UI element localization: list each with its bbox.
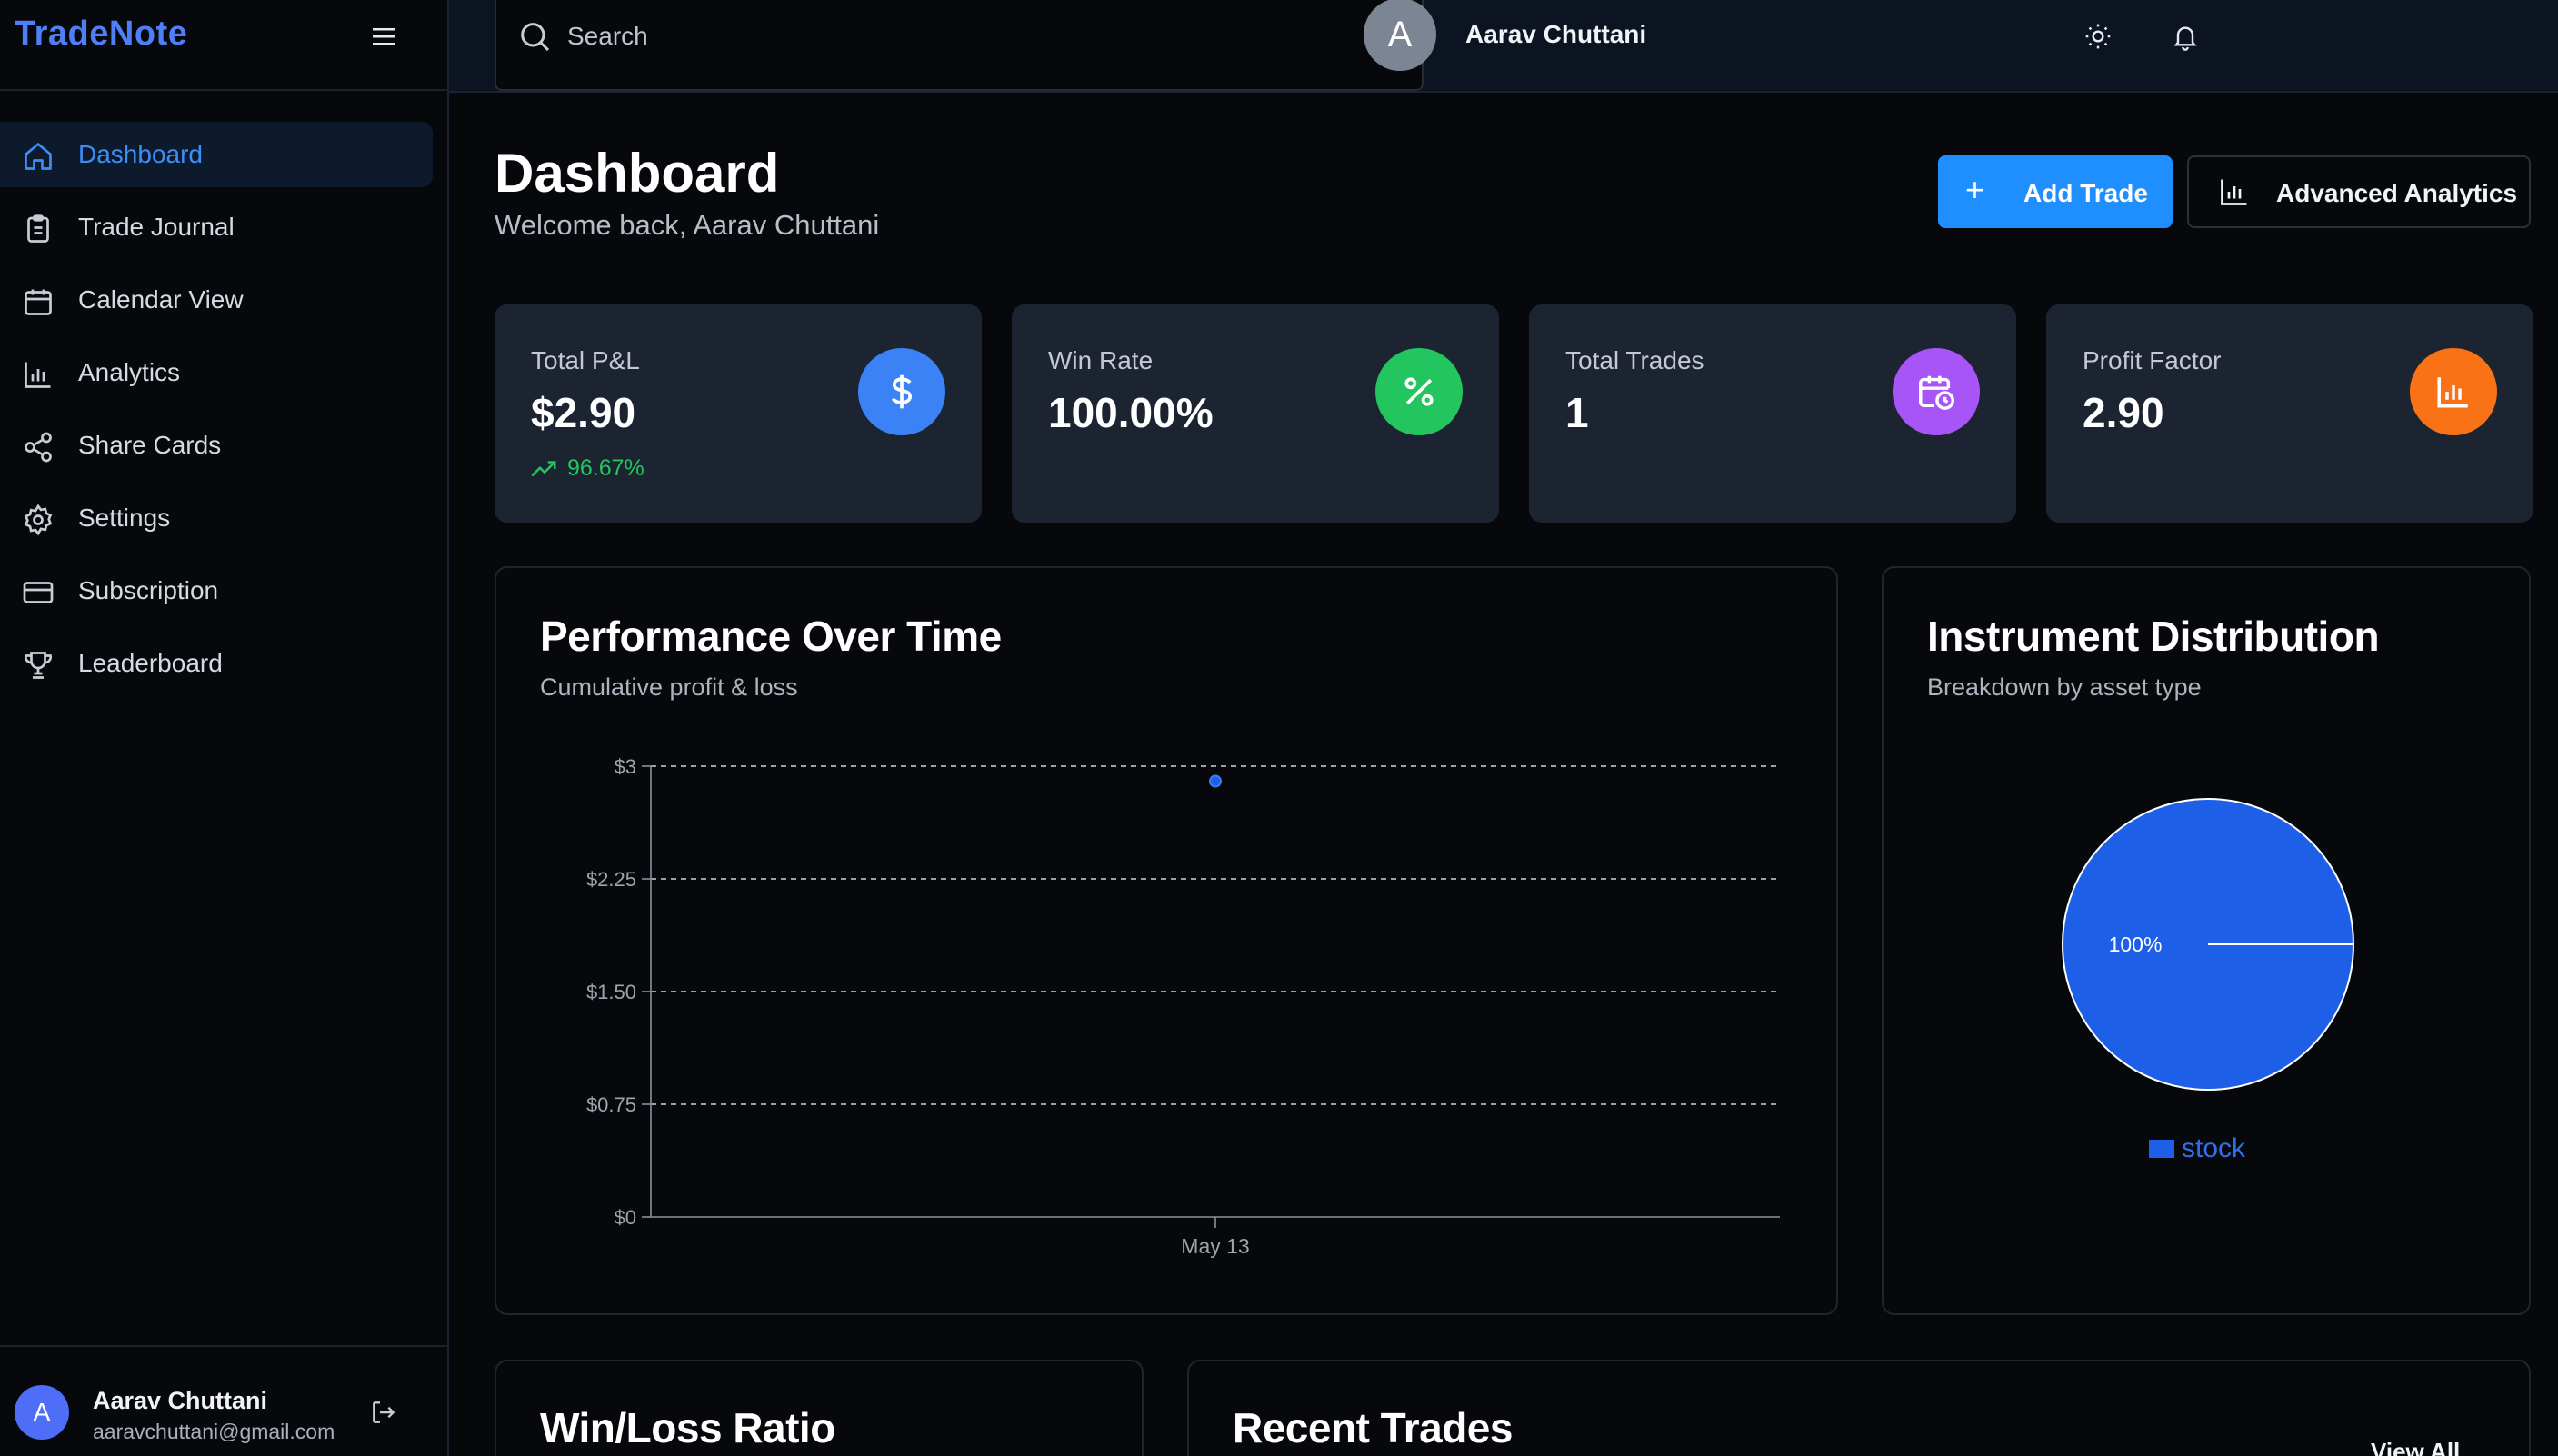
legend-label: stock bbox=[2182, 1133, 2246, 1163]
add-trade-label: Add Trade bbox=[2023, 179, 2148, 207]
sidebar-item-dashboard[interactable]: Dashboard bbox=[0, 122, 433, 187]
brand-logo[interactable]: TradeNote bbox=[15, 15, 188, 53]
stat-label: Total Trades bbox=[1565, 346, 1704, 374]
performance-subtitle: Cumulative profit & loss bbox=[540, 673, 798, 701]
y-tick-label: $1.50 bbox=[586, 981, 636, 1003]
bar-chart-icon bbox=[2221, 179, 2247, 205]
view-all-link[interactable]: View All bbox=[2371, 1438, 2461, 1456]
page-subtitle: Welcome back, Aarav Chuttani bbox=[495, 209, 880, 241]
y-tick-label: $0 bbox=[615, 1206, 636, 1229]
brand-row: TradeNote bbox=[0, 0, 447, 91]
distribution-subtitle: Breakdown by asset type bbox=[1927, 673, 2202, 701]
sidebar-item-share-cards[interactable]: Share Cards bbox=[0, 413, 433, 478]
sidebar-item-label: Subscription bbox=[78, 576, 219, 604]
advanced-analytics-button[interactable]: Advanced Analytics bbox=[2187, 155, 2531, 228]
percent-icon bbox=[1375, 348, 1463, 435]
avatar[interactable]: A bbox=[15, 1385, 69, 1440]
distribution-title: Instrument Distribution bbox=[1927, 613, 2380, 660]
sidebar-item-analytics[interactable]: Analytics bbox=[0, 340, 433, 405]
sidebar-item-label: Calendar View bbox=[78, 285, 244, 314]
search-icon bbox=[521, 23, 550, 52]
stat-value: 1 bbox=[1565, 389, 1589, 436]
home-icon bbox=[20, 138, 56, 175]
stat-label: Total P&L bbox=[531, 346, 640, 374]
performance-title: Performance Over Time bbox=[540, 613, 1002, 660]
stat-card-total-trades: Total Trades 1 bbox=[1529, 304, 2016, 523]
logout-icon[interactable] bbox=[365, 1394, 402, 1431]
sidebar-item-label: Settings bbox=[78, 504, 171, 532]
theme-toggle-icon[interactable] bbox=[2078, 16, 2118, 56]
credit-card-icon bbox=[20, 574, 56, 611]
header-avatar[interactable]: A bbox=[1364, 0, 1436, 71]
data-point[interactable] bbox=[1209, 774, 1222, 788]
trending-up-icon bbox=[531, 460, 556, 476]
stat-card-win-rate: Win Rate 100.00% bbox=[1012, 304, 1499, 523]
menu-icon[interactable] bbox=[367, 20, 400, 53]
performance-chart: $0 $0.75 $1.50 $2.25 $3 May 13 bbox=[586, 755, 1780, 1258]
trophy-icon bbox=[20, 647, 56, 683]
bar-chart-icon bbox=[2410, 348, 2497, 435]
bell-icon[interactable] bbox=[2165, 16, 2205, 56]
stat-value: $2.90 bbox=[531, 389, 636, 436]
calendar-icon bbox=[20, 284, 56, 320]
recent-trades-card: Recent Trades View All bbox=[1187, 1360, 2531, 1456]
top-header: A Aarav Chuttani bbox=[449, 0, 2558, 93]
advanced-analytics-label: Advanced Analytics bbox=[2276, 179, 2518, 207]
stat-trend: 96.67% bbox=[531, 455, 644, 482]
y-tick-label: $0.75 bbox=[586, 1093, 636, 1116]
clipboard-icon bbox=[20, 211, 56, 247]
header-user-name[interactable]: Aarav Chuttani bbox=[1465, 20, 1647, 48]
calendar-clock-icon bbox=[1893, 348, 1980, 435]
stat-card-total-pnl: Total P&L $2.90 96.67% bbox=[495, 304, 982, 523]
stat-label: Win Rate bbox=[1048, 346, 1154, 374]
winloss-card: Win/Loss Ratio bbox=[495, 1360, 1144, 1456]
sidebar-item-label: Leaderboard bbox=[78, 649, 223, 677]
page-title: Dashboard bbox=[495, 143, 780, 204]
stat-value: 100.00% bbox=[1048, 389, 1214, 436]
stat-card-profit-factor: Profit Factor 2.90 bbox=[2046, 304, 2533, 523]
pie-slice-label: 100% bbox=[2109, 932, 2163, 956]
stat-label: Profit Factor bbox=[2083, 346, 2222, 374]
sidebar-item-leaderboard[interactable]: Leaderboard bbox=[0, 631, 433, 696]
sidebar-user: A Aarav Chuttani aaravchuttani@gmail.com bbox=[0, 1345, 447, 1456]
search-bar bbox=[495, 0, 1424, 91]
dollar-icon bbox=[858, 348, 945, 435]
user-name: Aarav Chuttani bbox=[93, 1387, 268, 1414]
winloss-title: Win/Loss Ratio bbox=[540, 1404, 835, 1451]
y-tick-label: $2.25 bbox=[586, 868, 636, 891]
distribution-card: Instrument Distribution Breakdown by ass… bbox=[1882, 566, 2531, 1315]
distribution-chart: 100% bbox=[2062, 798, 2354, 1091]
sidebar-item-label: Share Cards bbox=[78, 431, 222, 459]
gear-icon bbox=[20, 502, 56, 538]
search-input[interactable] bbox=[567, 18, 1385, 55]
performance-card: Performance Over Time Cumulative profit … bbox=[495, 566, 1838, 1315]
bar-chart-icon bbox=[20, 356, 56, 393]
legend-swatch bbox=[2149, 1140, 2174, 1158]
recent-trades-title: Recent Trades bbox=[1233, 1404, 1513, 1451]
sidebar-item-label: Analytics bbox=[78, 358, 181, 386]
stat-trend-value: 96.67% bbox=[567, 455, 644, 481]
sidebar-item-calendar-view[interactable]: Calendar View bbox=[0, 267, 433, 333]
sidebar-item-subscription[interactable]: Subscription bbox=[0, 558, 433, 623]
pie-legend[interactable]: stock bbox=[2149, 1133, 2245, 1164]
user-email: aaravchuttani@gmail.com bbox=[93, 1420, 335, 1443]
share-icon bbox=[20, 429, 56, 465]
stat-value: 2.90 bbox=[2083, 389, 2164, 436]
sidebar: TradeNote Dashboard Trade Journal Calend… bbox=[0, 0, 449, 1456]
sidebar-item-trade-journal[interactable]: Trade Journal bbox=[0, 194, 433, 260]
sidebar-item-settings[interactable]: Settings bbox=[0, 485, 433, 551]
y-tick-label: $3 bbox=[615, 755, 636, 778]
plus-icon: + bbox=[1965, 171, 1985, 208]
add-trade-button[interactable]: + Add Trade bbox=[1938, 155, 2173, 228]
sidebar-item-label: Trade Journal bbox=[78, 213, 235, 241]
x-tick-label: May 13 bbox=[1181, 1234, 1249, 1258]
sidebar-item-label: Dashboard bbox=[78, 140, 203, 168]
